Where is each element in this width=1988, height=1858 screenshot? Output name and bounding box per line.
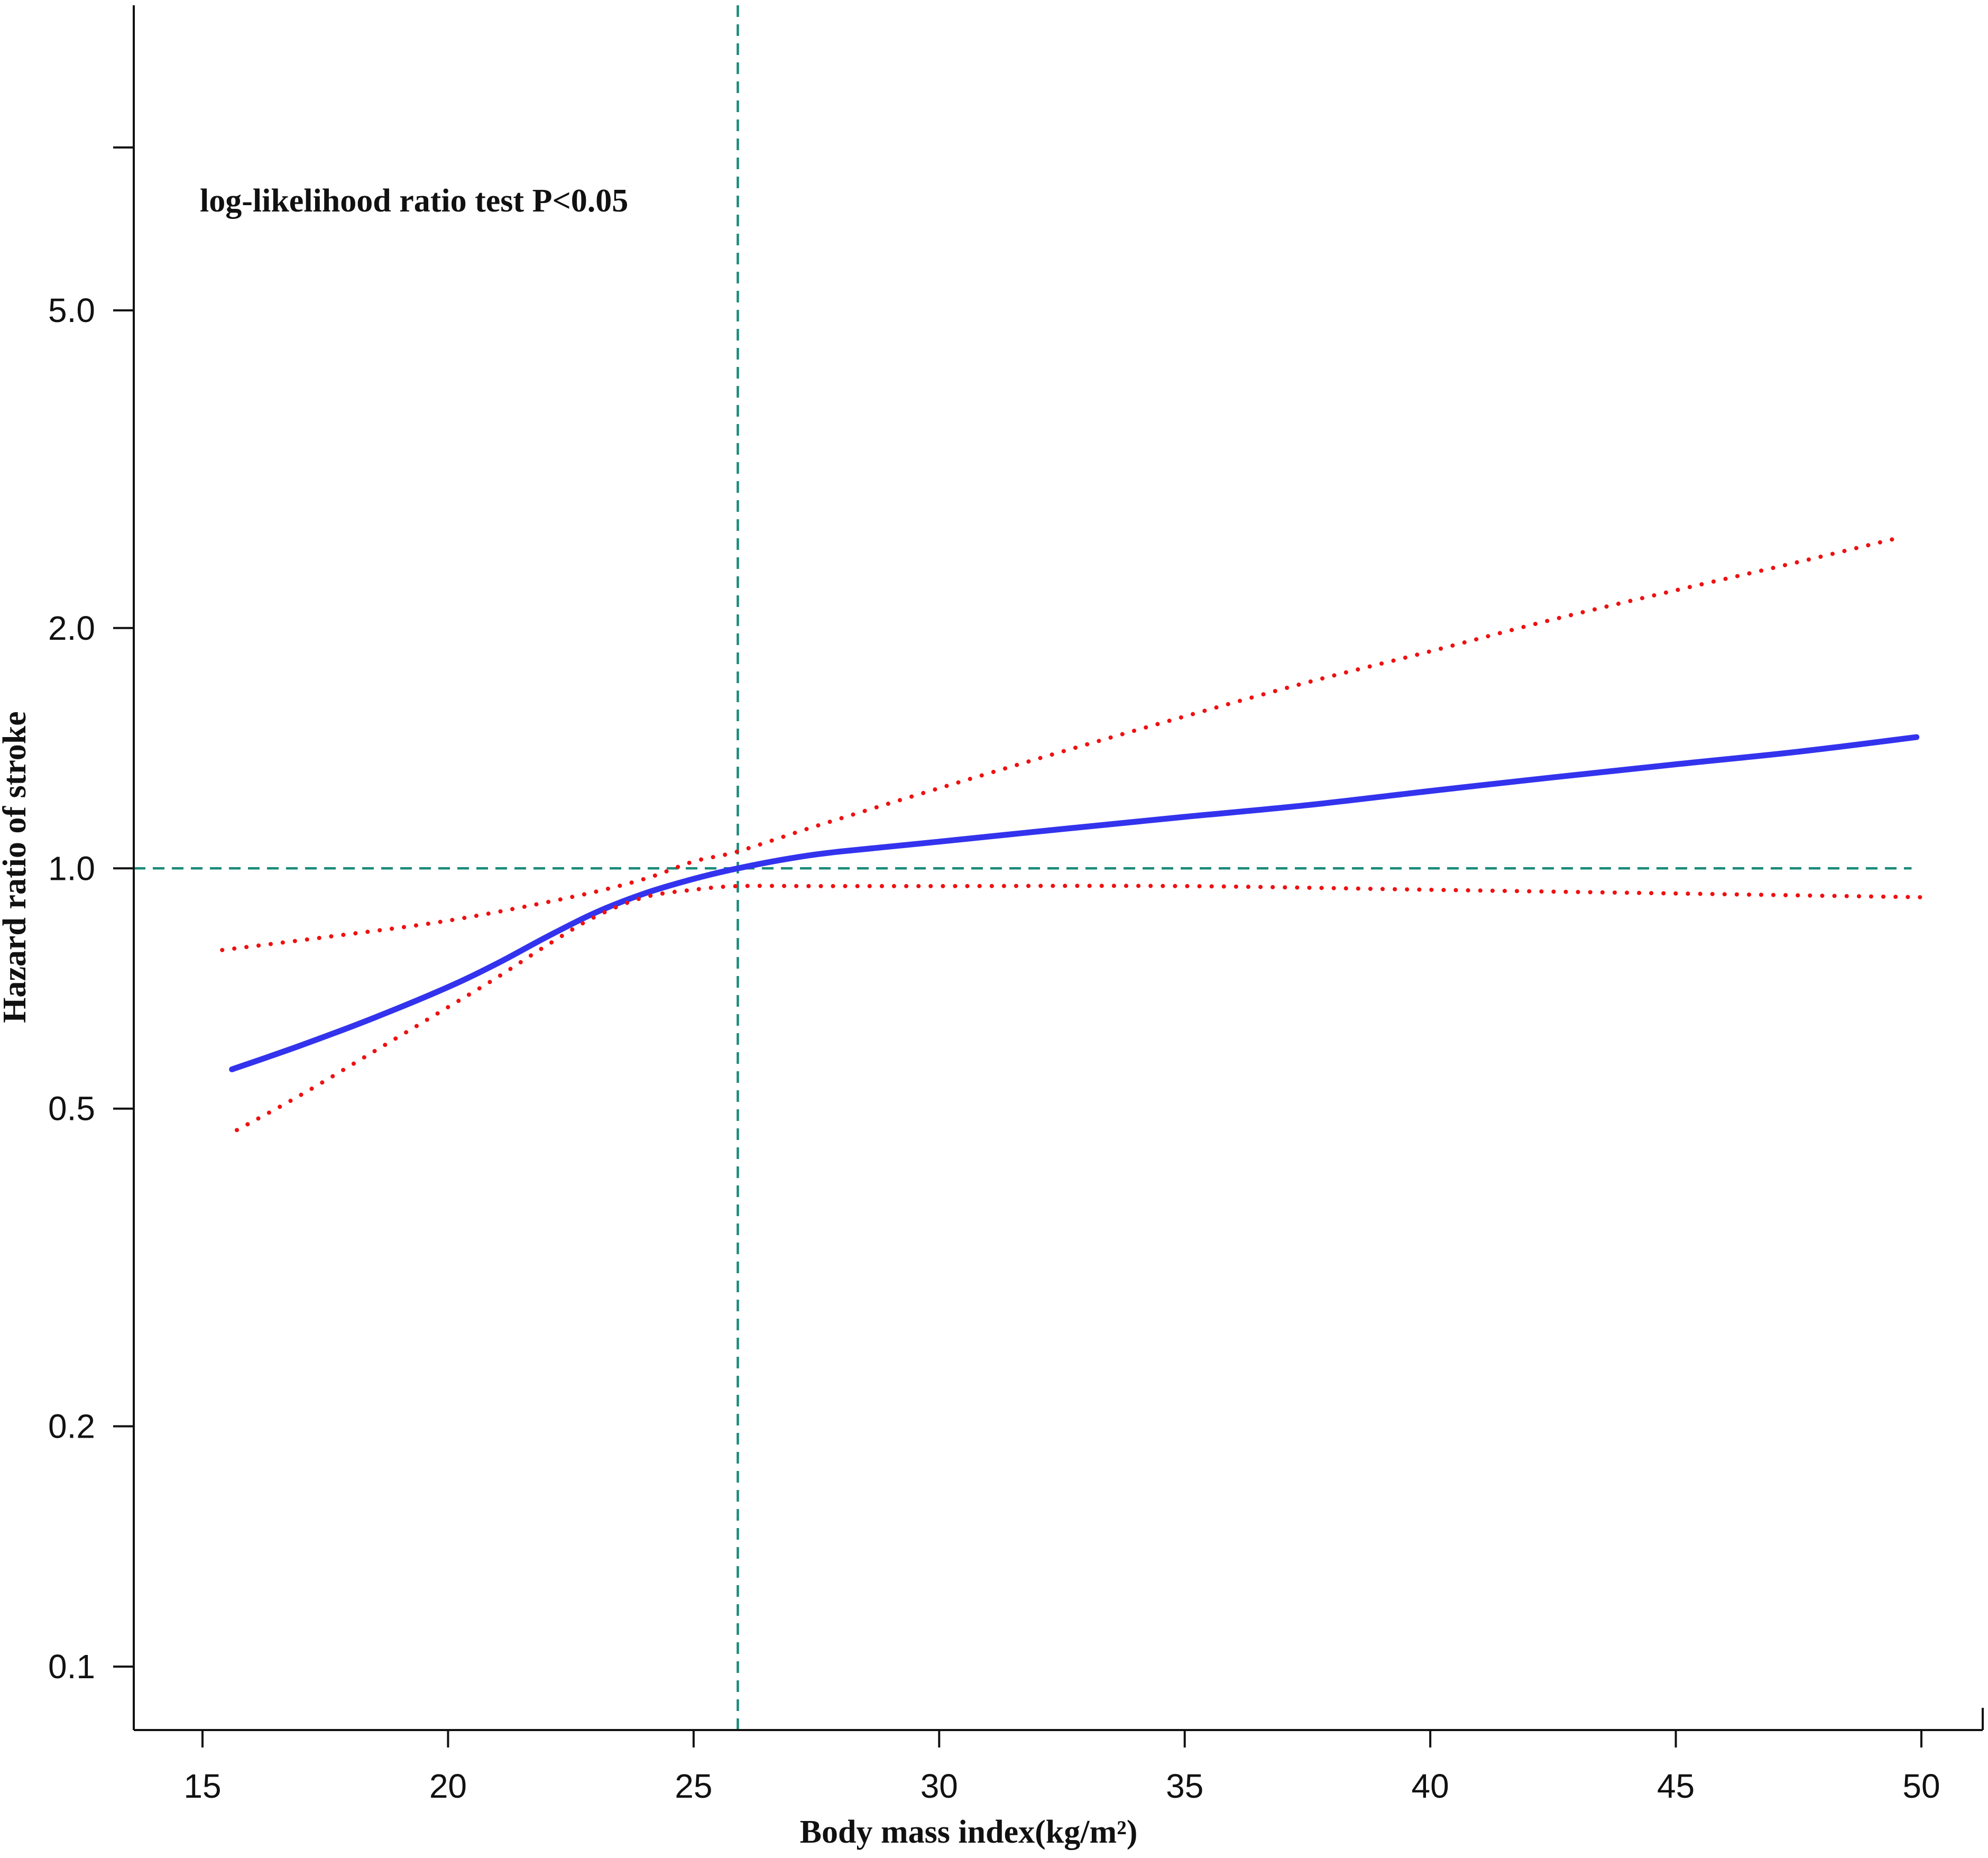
y-tick-label-0.5: 0.5 [48,1090,95,1128]
series-layer [220,535,1923,1133]
x-axis-ticks: 15 20 25 30 35 40 45 50 [183,1730,1940,1805]
x-tick-label-25: 25 [675,1767,712,1805]
series-upper-ci [220,535,1904,952]
x-tick-label-20: 20 [429,1767,467,1805]
series-lower-ci [235,884,1923,1133]
x-tick-label-30: 30 [921,1767,958,1805]
x-tick-label-15: 15 [183,1767,221,1805]
annotation-text: log-likelihood ratio test P<0.05 [200,183,628,219]
y-tick-label-1.0: 1.0 [48,849,95,887]
x-tick-label-45: 45 [1657,1767,1695,1805]
series-estimate [229,734,1920,1072]
x-tick-label-35: 35 [1166,1767,1203,1805]
y-tick-label-5.0: 5.0 [48,291,95,329]
y-tick-label-2.0: 2.0 [48,609,95,647]
y-tick-label-0.1: 0.1 [48,1648,95,1686]
x-tick-label-50: 50 [1902,1767,1940,1805]
y-tick-label-0.2: 0.2 [48,1408,95,1446]
y-axis-ticks: 0.1 0.2 0.5 1.0 2.0 5.0 [48,146,134,1686]
x-tick-label-40: 40 [1412,1767,1449,1805]
y-axis-title: Hazard ratio of stroke [0,711,33,1023]
x-axis-title: Body mass index(kg/m²) [800,1814,1138,1850]
